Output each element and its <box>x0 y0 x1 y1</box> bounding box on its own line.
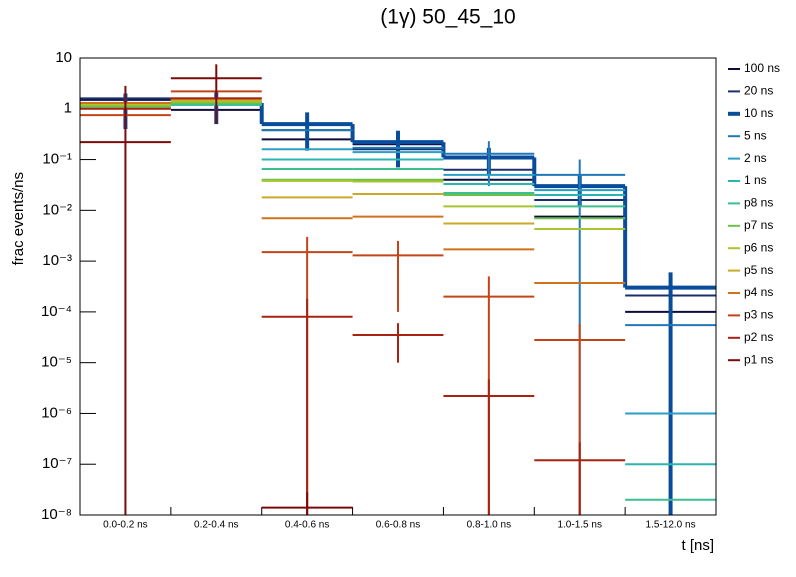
legend-label: p2 ns <box>744 330 773 344</box>
y-tick-label: 10⁻⁶ <box>41 404 72 421</box>
y-tick-label: 10 <box>55 49 72 66</box>
y-tick-label: 10⁻³ <box>42 252 72 269</box>
legend-label: 5 ns <box>744 128 767 142</box>
legend-label: p1 ns <box>744 352 773 366</box>
y-tick-label: 10⁻⁵ <box>41 354 72 371</box>
legend-label: p7 ns <box>744 218 773 232</box>
legend-label: p3 ns <box>744 308 773 322</box>
legend-label: 1 ns <box>744 173 767 187</box>
y-tick-label: 10⁻⁷ <box>42 455 72 472</box>
legend-label: p4 ns <box>744 285 773 299</box>
legend-label: p5 ns <box>744 263 773 277</box>
legend-label: 2 ns <box>744 151 767 165</box>
x-tick-label: 0.2-0.4 ns <box>194 520 238 531</box>
y-tick-label: 10⁻² <box>42 201 72 218</box>
y-axis-label: frac events/ns <box>10 172 27 265</box>
legend-label: p8 ns <box>744 196 773 210</box>
y-tick-label: 10⁻⁸ <box>41 506 72 523</box>
y-tick-label: 10⁻⁴ <box>41 303 72 320</box>
legend-label: p6 ns <box>744 240 773 254</box>
x-tick-label: 0.6-0.8 ns <box>376 520 420 531</box>
x-tick-label: 0.4-0.6 ns <box>285 520 329 531</box>
x-axis-label: t [ns] <box>681 537 714 554</box>
x-tick-label: 0.0-0.2 ns <box>103 520 147 531</box>
x-tick-label: 1.0-1.5 ns <box>557 520 601 531</box>
x-tick-label: 1.5-12.0 ns <box>646 520 696 531</box>
legend-label: 100 ns <box>744 61 780 75</box>
y-tick-label: 10⁻¹ <box>42 151 72 168</box>
plot-frame <box>79 57 717 516</box>
y-tick-label: 1 <box>64 100 72 117</box>
x-tick-label: 0.8-1.0 ns <box>467 520 511 531</box>
legend-label: 20 ns <box>744 84 773 98</box>
legend-label: 10 ns <box>744 106 773 120</box>
chart-title: (1γ) 50_45_10 <box>380 6 515 29</box>
